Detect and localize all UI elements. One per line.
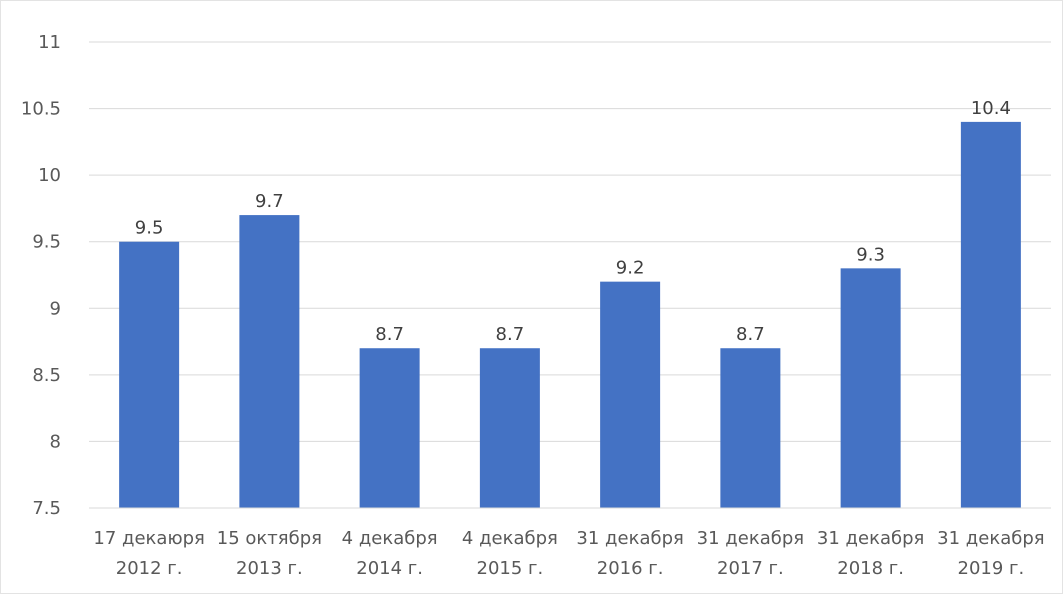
data-label: 8.7 <box>496 324 525 345</box>
x-category-label: 2016 г. <box>597 558 664 579</box>
x-axis-categories: 17 декаюря 2012 г. 15 октября 2013 г. 4 дека… <box>93 528 1044 579</box>
y-tick-label: 9.5 <box>32 232 61 253</box>
bar <box>479 348 540 508</box>
data-labels: 9.5 9.7 8.7 8.7 9.2 8.7 9.3 10.4 <box>135 98 1011 345</box>
x-category-label: 31 декабря <box>817 528 924 549</box>
data-label: 9.3 <box>856 244 885 265</box>
y-tick-label: 11 <box>38 32 61 53</box>
x-category-label: 4 декабря <box>342 528 438 549</box>
data-label: 9.2 <box>616 258 645 279</box>
bar <box>119 241 180 508</box>
bar <box>239 215 300 509</box>
y-tick-label: 8 <box>50 431 61 452</box>
x-category-label: 2012 г. <box>116 558 183 579</box>
bar <box>960 121 1021 508</box>
y-axis-ticks: 7.5 8 8.5 9 9.5 10 10.5 11 <box>21 32 61 519</box>
x-category-label: 31 декабря <box>937 528 1044 549</box>
x-category-label: 31 декабря <box>576 528 683 549</box>
data-label: 8.7 <box>375 324 404 345</box>
data-label: 9.7 <box>255 191 284 212</box>
data-label: 10.4 <box>971 98 1011 119</box>
bar <box>359 348 420 508</box>
data-label: 8.7 <box>736 324 765 345</box>
bar <box>720 348 781 508</box>
x-category-label: 2015 г. <box>477 558 544 579</box>
x-category-label: 17 декаюря <box>93 528 204 549</box>
y-tick-label: 7.5 <box>32 498 61 519</box>
data-label: 9.5 <box>135 218 164 239</box>
y-tick-label: 8.5 <box>32 365 61 386</box>
x-category-label: 2019 г. <box>958 558 1025 579</box>
x-category-label: 2017 г. <box>717 558 784 579</box>
y-tick-label: 10 <box>38 165 61 186</box>
x-category-label: 2014 г. <box>356 558 423 579</box>
x-category-label: 15 октября <box>217 528 322 549</box>
x-category-label: 2013 г. <box>236 558 303 579</box>
x-category-label: 31 декабря <box>697 528 804 549</box>
y-tick-label: 10.5 <box>21 99 61 120</box>
x-category-label: 4 декабря <box>462 528 558 549</box>
y-tick-label: 9 <box>50 298 61 319</box>
bar <box>600 281 661 508</box>
bars <box>119 121 1021 509</box>
gridlines <box>89 41 1051 442</box>
x-category-label: 2018 г. <box>837 558 904 579</box>
bar <box>840 268 901 508</box>
